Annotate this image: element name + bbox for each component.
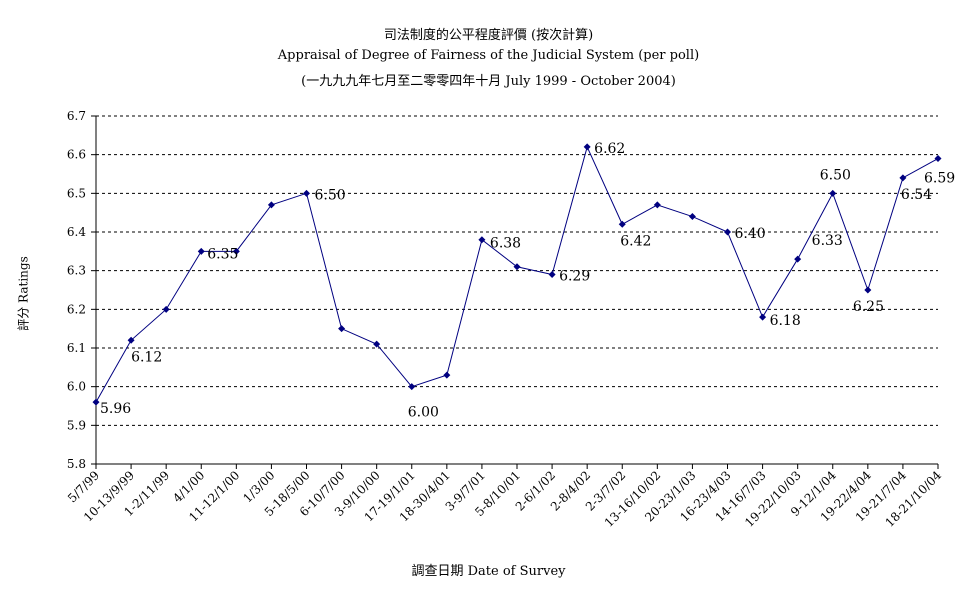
data-point — [899, 174, 907, 182]
data-point — [794, 255, 802, 263]
data-point — [127, 336, 135, 344]
chart-subtitle-period: (一九九九年七月至二零零四年十月 July 1999 - October 200… — [301, 74, 676, 89]
data-point — [653, 201, 661, 209]
data-label: 6.59 — [924, 171, 955, 187]
y-axis-label: 評分 Ratings — [16, 256, 31, 331]
data-label: 6.50 — [820, 167, 851, 183]
data-point — [232, 247, 240, 255]
y-tick-label: 6.7 — [67, 109, 86, 123]
data-label: 6.50 — [315, 187, 346, 203]
data-label: 6.62 — [594, 141, 625, 157]
data-label: 6.00 — [408, 405, 439, 421]
data-label: 6.54 — [901, 187, 932, 203]
y-tick-label: 6.1 — [67, 341, 86, 355]
data-point — [92, 398, 100, 406]
data-label: 6.33 — [812, 233, 843, 249]
data-label: 6.35 — [207, 246, 238, 262]
y-tick-label: 6.2 — [67, 302, 86, 316]
y-tick-label: 6.3 — [67, 264, 86, 278]
data-label: 6.29 — [559, 269, 590, 285]
data-point — [829, 189, 837, 197]
y-tick-label: 5.8 — [67, 457, 86, 471]
data-label: 6.38 — [490, 236, 521, 252]
data-point — [548, 271, 556, 279]
data-label: 5.96 — [100, 401, 131, 417]
data-point — [408, 383, 416, 391]
chart-title: 司法制度的公平程度評價 (按次計算) — [383, 28, 594, 43]
y-tick-label: 6.6 — [67, 148, 86, 162]
data-point — [513, 263, 521, 271]
data-label: 6.12 — [131, 349, 162, 365]
y-tick-label: 6.4 — [67, 225, 86, 239]
series-line — [95, 145, 939, 403]
data-point — [583, 143, 591, 151]
data-point — [338, 325, 346, 333]
data-point — [303, 189, 310, 197]
y-tick-label: 6.5 — [67, 186, 86, 200]
data-point — [724, 228, 731, 236]
data-point — [688, 213, 696, 221]
data-point — [373, 340, 381, 348]
data-point — [864, 286, 872, 294]
x-axis-label: 調查日期 Date of Survey — [411, 564, 566, 579]
data-label: 6.40 — [735, 226, 766, 242]
data-label: 6.25 — [853, 299, 884, 315]
data-point — [934, 155, 942, 163]
data-point — [759, 313, 767, 321]
data-label: 6.42 — [620, 233, 651, 249]
data-point — [197, 247, 205, 255]
data-point — [478, 236, 486, 244]
y-tick-label: 5.9 — [67, 418, 86, 432]
y-tick-label: 6.0 — [67, 380, 86, 394]
data-point — [267, 201, 275, 209]
data-label: 6.18 — [770, 313, 801, 329]
data-point — [162, 305, 170, 313]
data-point — [443, 371, 451, 379]
data-point — [618, 220, 626, 228]
chart-subtitle: Appraisal of Degree of Fairness of the J… — [277, 48, 700, 63]
